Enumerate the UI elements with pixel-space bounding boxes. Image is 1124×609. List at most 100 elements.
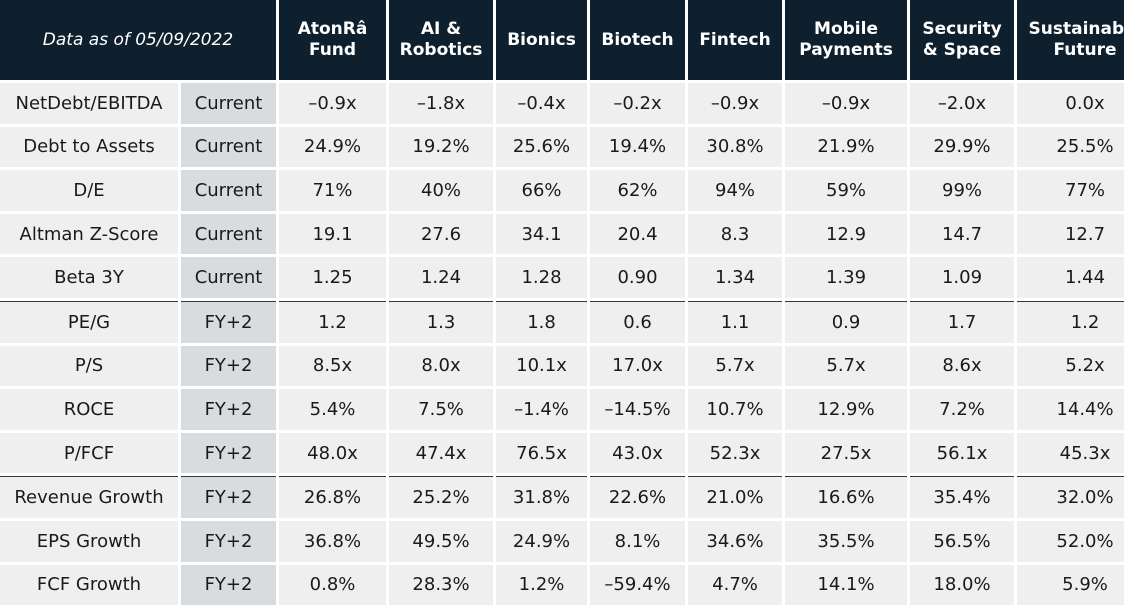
column-header: Bionics bbox=[496, 0, 588, 80]
value-cell: 8.6x bbox=[910, 345, 1015, 387]
value-cell: –0.2x bbox=[590, 83, 686, 124]
column-header-line: AI & bbox=[420, 19, 462, 39]
value-cell: 17.0x bbox=[590, 345, 686, 387]
column-header-line: Payments bbox=[799, 40, 893, 60]
value-cell: 45.3x bbox=[1017, 432, 1124, 474]
column-header-line: Sustainable bbox=[1028, 19, 1124, 39]
value-cell: 1.34 bbox=[688, 257, 783, 298]
period-label: Current bbox=[181, 170, 277, 211]
metric-label: Debt to Assets bbox=[0, 126, 178, 168]
value-cell: 26.8% bbox=[279, 476, 387, 518]
metric-label: ROCE bbox=[0, 389, 178, 430]
value-cell: 0.0x bbox=[1017, 83, 1124, 124]
column-header: Biotech bbox=[590, 0, 686, 80]
value-cell: 10.1x bbox=[496, 345, 588, 387]
period-label: Current bbox=[181, 257, 277, 298]
value-cell: 56.5% bbox=[910, 520, 1015, 562]
value-cell: 4.7% bbox=[688, 564, 783, 606]
value-cell: 49.5% bbox=[389, 520, 494, 562]
value-cell: 30.8% bbox=[688, 126, 783, 168]
table-row: Debt to Assets Current 24.9% 19.2% 25.6% 19.4… bbox=[0, 126, 1124, 168]
column-header-line: & Space bbox=[922, 40, 1002, 60]
metric-label: Beta 3Y bbox=[0, 257, 178, 298]
table-row: FCF Growth FY+2 0.8% 28.3% 1.2% –59.4% 4.7% 14.… bbox=[0, 564, 1124, 606]
value-cell: 1.25 bbox=[279, 257, 387, 298]
value-cell: 12.9% bbox=[785, 389, 908, 430]
table-row: Altman Z-Score Current 19.1 27.6 34.1 20.4 8.3… bbox=[0, 213, 1124, 255]
table-body: NetDebt/EBITDA Current –0.9x –1.8x –0.4x –0.2… bbox=[0, 83, 1124, 606]
metric-label: P/FCF bbox=[0, 432, 178, 474]
table-row: P/FCF FY+2 48.0x 47.4x 76.5x 43.0x 52.3x 27.5x 5… bbox=[0, 432, 1124, 474]
value-cell: 1.7 bbox=[910, 300, 1015, 343]
value-cell: 8.3 bbox=[688, 213, 783, 255]
value-cell: 1.09 bbox=[910, 257, 1015, 298]
value-cell: 1.24 bbox=[389, 257, 494, 298]
value-cell: 16.6% bbox=[785, 476, 908, 518]
period-label: FY+2 bbox=[181, 520, 277, 562]
value-cell: –2.0x bbox=[910, 83, 1015, 124]
value-cell: 77% bbox=[1017, 170, 1124, 211]
table-row: PE/G FY+2 1.2 1.3 1.8 0.6 1.1 0.9 1.7 1.2 bbox=[0, 300, 1124, 343]
value-cell: 1.39 bbox=[785, 257, 908, 298]
value-cell: 5.2x bbox=[1017, 345, 1124, 387]
value-cell: 20.4 bbox=[590, 213, 686, 255]
value-cell: 18.0% bbox=[910, 564, 1015, 606]
value-cell: 1.2 bbox=[1017, 300, 1124, 343]
column-header: AI & Robotics bbox=[389, 0, 494, 80]
value-cell: 52.0% bbox=[1017, 520, 1124, 562]
value-cell: 24.9% bbox=[496, 520, 588, 562]
value-cell: 71% bbox=[279, 170, 387, 211]
period-label: FY+2 bbox=[181, 389, 277, 430]
column-header-line: Future bbox=[1053, 40, 1117, 60]
value-cell: 35.4% bbox=[910, 476, 1015, 518]
value-cell: 10.7% bbox=[688, 389, 783, 430]
value-cell: 1.44 bbox=[1017, 257, 1124, 298]
value-cell: 1.2% bbox=[496, 564, 588, 606]
value-cell: 43.0x bbox=[590, 432, 686, 474]
column-header: Security & Space bbox=[910, 0, 1015, 80]
value-cell: 48.0x bbox=[279, 432, 387, 474]
value-cell: 29.9% bbox=[910, 126, 1015, 168]
column-header: Mobile Payments bbox=[785, 0, 908, 80]
metric-label: FCF Growth bbox=[0, 564, 178, 606]
value-cell: 76.5x bbox=[496, 432, 588, 474]
table-row: Revenue Growth FY+2 26.8% 25.2% 31.8% 22.6% 21… bbox=[0, 476, 1124, 518]
value-cell: 99% bbox=[910, 170, 1015, 211]
value-cell: 47.4x bbox=[389, 432, 494, 474]
value-cell: 8.5x bbox=[279, 345, 387, 387]
column-header-line: Fintech bbox=[699, 29, 771, 50]
value-cell: 1.28 bbox=[496, 257, 588, 298]
column-header: AtonRâ Fund bbox=[279, 0, 387, 80]
value-cell: 21.0% bbox=[688, 476, 783, 518]
period-label: Current bbox=[181, 83, 277, 124]
column-header: SustainableFuture bbox=[1017, 0, 1124, 80]
metric-label: EPS Growth bbox=[0, 520, 178, 562]
value-cell: 56.1x bbox=[910, 432, 1015, 474]
value-cell: 22.6% bbox=[590, 476, 686, 518]
table-row: D/E Current 71% 40% 66% 62% 94% 59% 99% 77% bbox=[0, 170, 1124, 211]
column-header-line: Biotech bbox=[601, 29, 674, 50]
value-cell: 27.5x bbox=[785, 432, 908, 474]
table-row: NetDebt/EBITDA Current –0.9x –1.8x –0.4x –0.2… bbox=[0, 83, 1124, 124]
metric-label: Revenue Growth bbox=[0, 476, 178, 518]
metric-label: P/S bbox=[0, 345, 178, 387]
table-row: Beta 3Y Current 1.25 1.24 1.28 0.90 1.34 1.39 1.… bbox=[0, 257, 1124, 298]
value-cell: 1.8 bbox=[496, 300, 588, 343]
value-cell: 19.2% bbox=[389, 126, 494, 168]
metric-label: Altman Z-Score bbox=[0, 213, 178, 255]
value-cell: 14.4% bbox=[1017, 389, 1124, 430]
value-cell: 28.3% bbox=[389, 564, 494, 606]
value-cell: 19.4% bbox=[590, 126, 686, 168]
value-cell: 25.6% bbox=[496, 126, 588, 168]
value-cell: 25.2% bbox=[389, 476, 494, 518]
value-cell: 52.3x bbox=[688, 432, 783, 474]
value-cell: 5.7x bbox=[688, 345, 783, 387]
value-cell: 0.9 bbox=[785, 300, 908, 343]
value-cell: 0.8% bbox=[279, 564, 387, 606]
value-cell: 14.7 bbox=[910, 213, 1015, 255]
column-header-line: Mobile bbox=[814, 19, 878, 39]
column-header-line: Security bbox=[922, 19, 1002, 39]
table-row: P/S FY+2 8.5x 8.0x 10.1x 17.0x 5.7x 5.7x 8.6x 5.2… bbox=[0, 345, 1124, 387]
value-cell: 34.1 bbox=[496, 213, 588, 255]
